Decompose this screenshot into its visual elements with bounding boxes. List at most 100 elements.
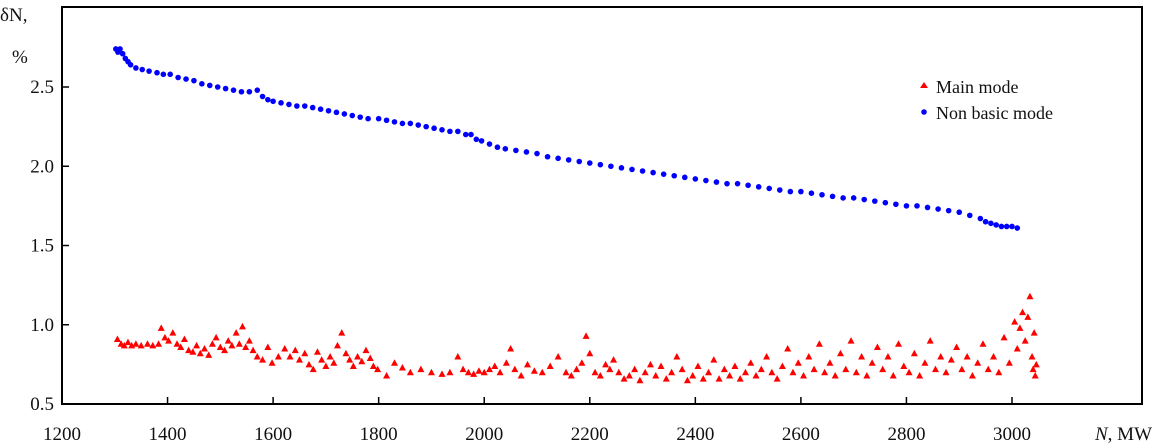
non-basic-mode-point [127,62,134,68]
main-mode-point [757,365,765,373]
non-basic-mode-point [265,96,271,103]
main-mode-point [1011,318,1019,325]
main-mode-point [1005,359,1013,366]
main-mode-point [180,335,188,343]
non-basic-mode-point [829,193,836,200]
non-basic-mode-point [309,104,316,111]
main-mode-point [953,343,961,350]
main-mode-point [446,368,454,376]
main-mode-point [242,343,250,350]
main-mode-point [538,368,546,376]
non-basic-mode-point [966,212,973,219]
non-basic-mode-point [146,68,152,74]
non-basic-mode-point [523,149,530,155]
main-mode-point [369,362,377,369]
main-mode-point [459,365,467,373]
non-basic-mode-point [787,188,794,195]
main-mode-point [1021,337,1029,344]
main-mode-point [968,371,976,379]
main-mode-point [309,365,317,373]
non-basic-mode-point [766,185,773,192]
main-mode-point [752,371,760,379]
non-basic-mode-point [431,125,437,132]
main-mode-point [268,359,276,366]
main-mode-point [905,368,913,376]
non-basic-mode-point [270,98,276,105]
main-mode-point [636,376,644,384]
x-tick-label: 2200 [571,424,609,445]
main-mode-point [763,352,771,360]
non-basic-mode-point [555,155,561,162]
non-basic-mode-point [565,157,572,163]
main-mode-point [606,365,614,373]
non-basic-mode-point [294,103,300,109]
y-tick-label: 1.0 [30,315,54,336]
non-basic-mode-point [798,188,804,195]
main-mode-point [815,340,823,347]
non-basic-mode-point [1003,223,1010,230]
main-mode-point [889,371,897,379]
main-mode-point [264,343,272,350]
non-basic-mode-point [988,220,994,227]
non-basic-mode-point [494,144,501,151]
y-axis-title: δN, [0,5,27,26]
main-mode-point [747,359,755,366]
main-mode-point [464,368,472,376]
main-mode-point [1026,292,1034,300]
main-mode-point [366,354,374,362]
non-basic-mode-point [692,176,699,182]
x-tick-label: 1200 [43,424,81,445]
main-mode-point [1031,371,1039,379]
non-basic-mode-point [534,150,540,157]
non-basic-mode-point [341,111,348,117]
main-mode-point [165,337,173,344]
main-mode-point [193,341,201,349]
main-mode-point [596,371,604,379]
main-mode-point [374,365,382,373]
legend-item-non-basic-mode: Non basic mode [921,103,1053,123]
main-mode-point [475,367,483,374]
main-mode-point [810,365,818,373]
main-mode-point [1013,345,1021,352]
main-mode-point [784,345,792,352]
main-mode-point [668,368,676,376]
main-mode-point [358,357,366,365]
main-mode-point [562,368,570,376]
main-mode-point [847,337,855,344]
main-mode-point [342,349,350,357]
main-mode-point [338,329,346,336]
non-basic-mode-point [278,100,284,106]
main-mode-point [900,362,908,369]
main-mode-point [259,356,267,363]
non-basic-mode-point [671,172,678,179]
main-mode-point [842,365,850,373]
main-mode-point [974,359,982,366]
non-basic-mode-point [893,201,899,208]
main-mode-point [349,362,357,369]
main-mode-point [789,368,797,376]
main-mode-point [1024,313,1032,320]
main-mode-point [232,329,240,336]
main-mode-point [228,341,236,349]
main-mode-point [235,340,243,347]
legend-item-main-mode: Main mode [920,77,1019,97]
main-mode-point [852,368,860,376]
main-mode-point [301,349,309,357]
legend-label-non-basic-mode: Non basic mode [936,103,1053,123]
main-mode-point [161,333,169,341]
non-basic-mode-point [399,120,406,127]
main-mode-point [137,341,145,349]
main-mode-point [768,368,776,376]
non-basic-mode-point [333,109,340,116]
main-mode-point [124,338,132,346]
main-mode-point [454,352,462,360]
main-mode-point [715,375,723,382]
main-mode-point [286,352,294,360]
non-basic-mode-point [924,204,931,211]
main-mode-point [205,351,213,358]
main-mode-point [942,368,950,376]
main-mode-point [1032,360,1040,368]
main-mode-point [546,362,554,369]
main-mode-point [185,346,193,354]
main-mode-point [196,349,204,357]
